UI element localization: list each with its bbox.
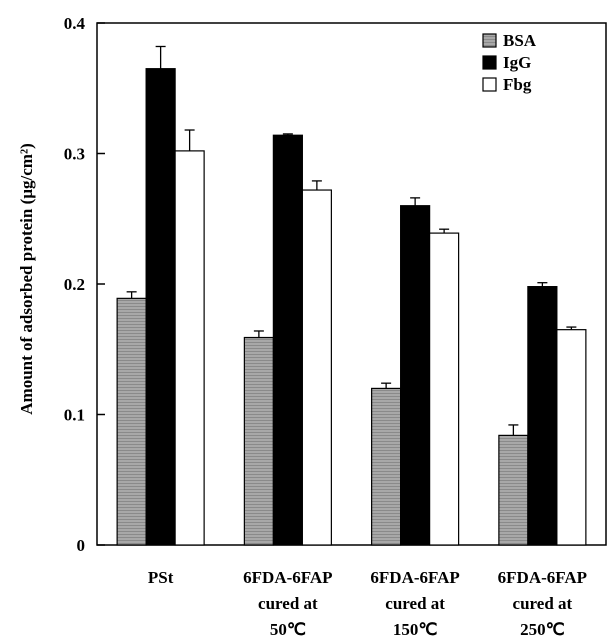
x-category-label: 150℃ <box>393 620 438 639</box>
x-category-label: cured at <box>513 594 573 613</box>
legend-label-igg: IgG <box>503 53 531 72</box>
y-tick-label: 0.2 <box>64 275 85 294</box>
legend-label-bsa: BSA <box>503 31 537 50</box>
bar-igg <box>527 286 558 546</box>
x-category-label: PSt <box>148 568 174 587</box>
y-tick-label: 0 <box>77 536 86 555</box>
bar-bsa <box>116 297 147 546</box>
bar-igg <box>145 68 176 546</box>
x-category-label: cured at <box>385 594 445 613</box>
legend-swatch-igg <box>482 55 497 70</box>
legend-label-fbg: Fbg <box>503 75 532 94</box>
legend: BSA IgG Fbg <box>482 31 537 94</box>
bar-igg <box>400 205 431 546</box>
bar-fbg <box>429 232 460 546</box>
legend-swatch-fbg <box>482 77 497 92</box>
x-category-label: cured at <box>258 594 318 613</box>
x-category-label: 6FDA-6FAP <box>498 568 587 587</box>
y-axis-label: Amount of adsorbed protein (µg/cm²) <box>17 143 36 414</box>
y-tick-label: 0.3 <box>64 145 85 164</box>
bar-bsa <box>243 336 274 546</box>
bars <box>116 45 587 546</box>
bar-fbg <box>301 189 332 546</box>
bar-bsa <box>498 434 529 546</box>
y-tick-label: 0.4 <box>64 14 86 33</box>
bar-bsa <box>371 387 402 546</box>
x-category-label: 6FDA-6FAP <box>243 568 332 587</box>
legend-swatch-bsa <box>482 33 497 48</box>
bar-igg <box>272 134 303 546</box>
y-tick-label: 0.1 <box>64 406 85 425</box>
x-category-label: 50℃ <box>270 620 306 639</box>
bar-fbg <box>174 150 205 546</box>
x-category-labels: PSt 6FDA-6FAP cured at 50℃ 6FDA-6FAP cured at… <box>148 568 587 639</box>
x-category-label: 250℃ <box>520 620 565 639</box>
y-ticks: 0 0.1 0.2 0.3 0.4 <box>64 14 105 555</box>
x-category-label: 6FDA-6FAP <box>370 568 459 587</box>
bar-fbg <box>556 329 587 546</box>
